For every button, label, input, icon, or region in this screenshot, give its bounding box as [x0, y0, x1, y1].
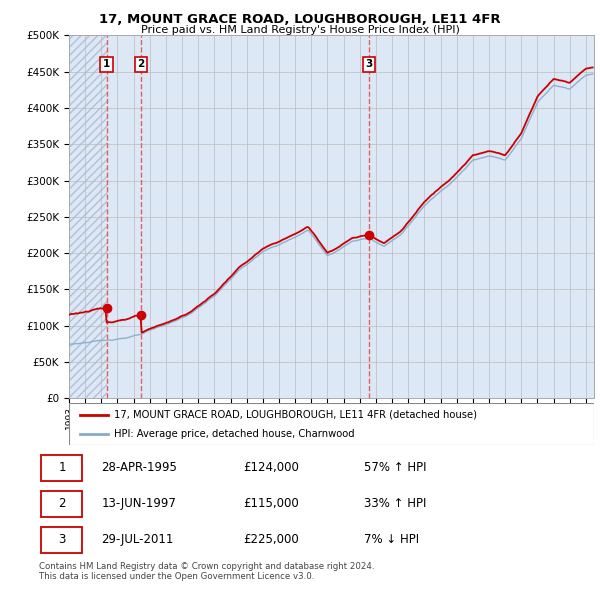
Text: £124,000: £124,000 — [244, 461, 299, 474]
Text: 3: 3 — [365, 60, 373, 70]
Text: Price paid vs. HM Land Registry's House Price Index (HPI): Price paid vs. HM Land Registry's House … — [140, 25, 460, 35]
Text: 57% ↑ HPI: 57% ↑ HPI — [364, 461, 426, 474]
Text: 1: 1 — [103, 60, 110, 70]
Text: 3: 3 — [58, 533, 65, 546]
Bar — [41, 491, 82, 516]
Text: £115,000: £115,000 — [244, 497, 299, 510]
Text: Contains HM Land Registry data © Crown copyright and database right 2024.
This d: Contains HM Land Registry data © Crown c… — [39, 562, 374, 581]
Bar — [41, 527, 82, 552]
Text: 17, MOUNT GRACE ROAD, LOUGHBOROUGH, LE11 4FR (detached house): 17, MOUNT GRACE ROAD, LOUGHBOROUGH, LE11… — [113, 410, 476, 420]
Text: 17, MOUNT GRACE ROAD, LOUGHBOROUGH, LE11 4FR: 17, MOUNT GRACE ROAD, LOUGHBOROUGH, LE11… — [99, 13, 501, 26]
Text: £225,000: £225,000 — [244, 533, 299, 546]
Text: 1: 1 — [58, 461, 65, 474]
Bar — [69, 35, 107, 398]
Bar — [41, 455, 82, 480]
Text: 7% ↓ HPI: 7% ↓ HPI — [364, 533, 419, 546]
Text: HPI: Average price, detached house, Charnwood: HPI: Average price, detached house, Char… — [113, 428, 354, 438]
Text: 28-APR-1995: 28-APR-1995 — [101, 461, 178, 474]
Text: 2: 2 — [58, 497, 65, 510]
Text: 13-JUN-1997: 13-JUN-1997 — [101, 497, 176, 510]
Text: 2: 2 — [137, 60, 145, 70]
Text: 33% ↑ HPI: 33% ↑ HPI — [364, 497, 426, 510]
Text: 29-JUL-2011: 29-JUL-2011 — [101, 533, 174, 546]
